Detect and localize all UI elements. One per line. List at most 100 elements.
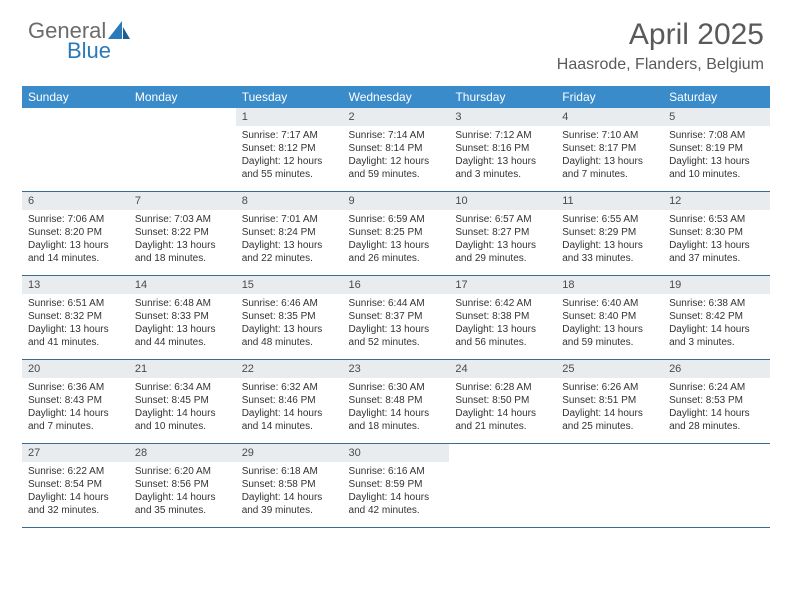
day-body: Sunrise: 6:32 AMSunset: 8:46 PMDaylight:…: [236, 378, 343, 437]
sunset-text: Sunset: 8:56 PM: [135, 478, 230, 491]
sunrise-text: Sunrise: 6:26 AM: [562, 381, 657, 394]
daylight-text: Daylight: 14 hours and 14 minutes.: [242, 407, 337, 433]
sunset-text: Sunset: 8:54 PM: [28, 478, 123, 491]
sunrise-text: Sunrise: 6:53 AM: [669, 213, 764, 226]
day-body: Sunrise: 6:20 AMSunset: 8:56 PMDaylight:…: [129, 462, 236, 521]
calendar-cell-blank: [129, 108, 236, 192]
daylight-text: Daylight: 14 hours and 3 minutes.: [669, 323, 764, 349]
sunset-text: Sunset: 8:16 PM: [455, 142, 550, 155]
daylight-text: Daylight: 13 hours and 3 minutes.: [455, 155, 550, 181]
sunrise-text: Sunrise: 6:18 AM: [242, 465, 337, 478]
day-number: 27: [22, 444, 129, 462]
day-number: 4: [556, 108, 663, 126]
daylight-text: Daylight: 14 hours and 35 minutes.: [135, 491, 230, 517]
day-body: Sunrise: 6:34 AMSunset: 8:45 PMDaylight:…: [129, 378, 236, 437]
day-body: Sunrise: 7:03 AMSunset: 8:22 PMDaylight:…: [129, 210, 236, 269]
daylight-text: Daylight: 14 hours and 28 minutes.: [669, 407, 764, 433]
calendar-cell: 10Sunrise: 6:57 AMSunset: 8:27 PMDayligh…: [449, 192, 556, 276]
calendar-cell-blank: [22, 108, 129, 192]
day-body: Sunrise: 6:53 AMSunset: 8:30 PMDaylight:…: [663, 210, 770, 269]
day-number: 17: [449, 276, 556, 294]
day-body: Sunrise: 6:36 AMSunset: 8:43 PMDaylight:…: [22, 378, 129, 437]
calendar-cell: 2Sunrise: 7:14 AMSunset: 8:14 PMDaylight…: [343, 108, 450, 192]
calendar-cell: 3Sunrise: 7:12 AMSunset: 8:16 PMDaylight…: [449, 108, 556, 192]
sunset-text: Sunset: 8:46 PM: [242, 394, 337, 407]
daylight-text: Daylight: 13 hours and 52 minutes.: [349, 323, 444, 349]
day-body: Sunrise: 6:51 AMSunset: 8:32 PMDaylight:…: [22, 294, 129, 353]
sunset-text: Sunset: 8:24 PM: [242, 226, 337, 239]
daylight-text: Daylight: 13 hours and 14 minutes.: [28, 239, 123, 265]
weekday-header: Sunday: [22, 86, 129, 108]
weekday-header-row: SundayMondayTuesdayWednesdayThursdayFrid…: [22, 86, 770, 108]
daylight-text: Daylight: 13 hours and 33 minutes.: [562, 239, 657, 265]
day-body: Sunrise: 6:46 AMSunset: 8:35 PMDaylight:…: [236, 294, 343, 353]
day-number: 14: [129, 276, 236, 294]
weekday-header: Monday: [129, 86, 236, 108]
title-block: April 2025 Haasrode, Flanders, Belgium: [557, 18, 764, 74]
day-number: 26: [663, 360, 770, 378]
day-number: 20: [22, 360, 129, 378]
sunset-text: Sunset: 8:42 PM: [669, 310, 764, 323]
calendar-cell: 6Sunrise: 7:06 AMSunset: 8:20 PMDaylight…: [22, 192, 129, 276]
day-number: 12: [663, 192, 770, 210]
sunrise-text: Sunrise: 6:48 AM: [135, 297, 230, 310]
day-body: Sunrise: 6:55 AMSunset: 8:29 PMDaylight:…: [556, 210, 663, 269]
daylight-text: Daylight: 13 hours and 48 minutes.: [242, 323, 337, 349]
day-number: 3: [449, 108, 556, 126]
sunrise-text: Sunrise: 6:46 AM: [242, 297, 337, 310]
weekday-header: Thursday: [449, 86, 556, 108]
daylight-text: Daylight: 13 hours and 37 minutes.: [669, 239, 764, 265]
calendar-grid: 1Sunrise: 7:17 AMSunset: 8:12 PMDaylight…: [22, 108, 770, 528]
sunrise-text: Sunrise: 6:42 AM: [455, 297, 550, 310]
calendar-cell: 20Sunrise: 6:36 AMSunset: 8:43 PMDayligh…: [22, 360, 129, 444]
daylight-text: Daylight: 12 hours and 59 minutes.: [349, 155, 444, 181]
weekday-header: Wednesday: [343, 86, 450, 108]
calendar-cell: 16Sunrise: 6:44 AMSunset: 8:37 PMDayligh…: [343, 276, 450, 360]
sunrise-text: Sunrise: 7:17 AM: [242, 129, 337, 142]
sunset-text: Sunset: 8:22 PM: [135, 226, 230, 239]
daylight-text: Daylight: 13 hours and 26 minutes.: [349, 239, 444, 265]
calendar-cell: 26Sunrise: 6:24 AMSunset: 8:53 PMDayligh…: [663, 360, 770, 444]
calendar-cell: 15Sunrise: 6:46 AMSunset: 8:35 PMDayligh…: [236, 276, 343, 360]
day-number: 24: [449, 360, 556, 378]
sunset-text: Sunset: 8:53 PM: [669, 394, 764, 407]
day-number: 7: [129, 192, 236, 210]
sunrise-text: Sunrise: 6:44 AM: [349, 297, 444, 310]
sunset-text: Sunset: 8:48 PM: [349, 394, 444, 407]
calendar-cell: 27 Sunrise: 6:22 AMSunset: 8:54 PMDayligh…: [22, 444, 129, 528]
sunrise-text: Sunrise: 7:01 AM: [242, 213, 337, 226]
sunrise-text: Sunrise: 6:22 AM: [28, 465, 123, 478]
day-body: Sunrise: 7:17 AMSunset: 8:12 PMDaylight:…: [236, 126, 343, 185]
day-body: Sunrise: 7:12 AMSunset: 8:16 PMDaylight:…: [449, 126, 556, 185]
daylight-text: Daylight: 13 hours and 41 minutes.: [28, 323, 123, 349]
daylight-text: Daylight: 13 hours and 56 minutes.: [455, 323, 550, 349]
daylight-text: Daylight: 14 hours and 32 minutes.: [28, 491, 123, 517]
day-body: Sunrise: 7:14 AMSunset: 8:14 PMDaylight:…: [343, 126, 450, 185]
sunset-text: Sunset: 8:12 PM: [242, 142, 337, 155]
sunset-text: Sunset: 8:29 PM: [562, 226, 657, 239]
brand-name-b-wrap: Blue: [67, 38, 111, 64]
sunrise-text: Sunrise: 6:36 AM: [28, 381, 123, 394]
sunset-text: Sunset: 8:33 PM: [135, 310, 230, 323]
daylight-text: Daylight: 13 hours and 18 minutes.: [135, 239, 230, 265]
calendar: SundayMondayTuesdayWednesdayThursdayFrid…: [22, 86, 770, 528]
daylight-text: Daylight: 12 hours and 55 minutes.: [242, 155, 337, 181]
calendar-cell: 25Sunrise: 6:26 AMSunset: 8:51 PMDayligh…: [556, 360, 663, 444]
sunset-text: Sunset: 8:45 PM: [135, 394, 230, 407]
sunset-text: Sunset: 8:27 PM: [455, 226, 550, 239]
day-body: Sunrise: 6:18 AMSunset: 8:58 PMDaylight:…: [236, 462, 343, 521]
sunset-text: Sunset: 8:32 PM: [28, 310, 123, 323]
day-number: 9: [343, 192, 450, 210]
sunset-text: Sunset: 8:17 PM: [562, 142, 657, 155]
day-number: 30: [343, 444, 450, 462]
day-number: 10: [449, 192, 556, 210]
calendar-cell: 14Sunrise: 6:48 AMSunset: 8:33 PMDayligh…: [129, 276, 236, 360]
day-body: Sunrise: 7:01 AMSunset: 8:24 PMDaylight:…: [236, 210, 343, 269]
calendar-cell: 4Sunrise: 7:10 AMSunset: 8:17 PMDaylight…: [556, 108, 663, 192]
sunrise-text: Sunrise: 6:55 AM: [562, 213, 657, 226]
calendar-cell: 7Sunrise: 7:03 AMSunset: 8:22 PMDaylight…: [129, 192, 236, 276]
daylight-text: Daylight: 13 hours and 22 minutes.: [242, 239, 337, 265]
sunset-text: Sunset: 8:40 PM: [562, 310, 657, 323]
day-number: 13: [22, 276, 129, 294]
day-number: 19: [663, 276, 770, 294]
